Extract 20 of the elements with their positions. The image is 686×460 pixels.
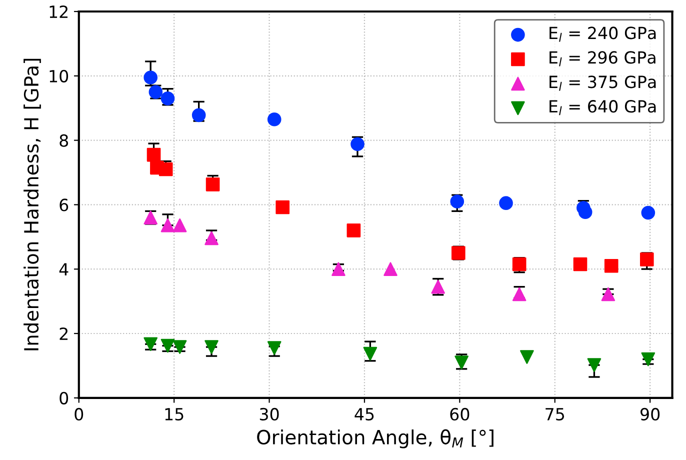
- y-tick-label: 8: [60, 134, 68, 147]
- x-tick-label: 45: [354, 408, 374, 421]
- y-tick-label: 12: [50, 5, 68, 18]
- y-tick-label: 4: [59, 263, 68, 276]
- legend-label: E$_{l}$ = 240 GPa: [550, 26, 656, 42]
- x-tick-label: 90: [640, 408, 660, 421]
- x-tick-label: 60: [450, 408, 470, 421]
- x-tick-label: 0: [74, 408, 84, 421]
- x-tick-label: 15: [165, 408, 184, 421]
- y-axis-title: Indentation Hardness, H [GPa]: [24, 58, 41, 350]
- x-tick-label: 75: [546, 408, 564, 421]
- x-tick-label: 30: [260, 408, 279, 421]
- y-tick-label: 6: [60, 198, 68, 212]
- legend-label: E$_{l}$ = 640 GPa: [550, 100, 656, 116]
- legend-label: E$_{l}$ = 375 GPa: [550, 76, 656, 91]
- y-tick-label: 0: [60, 392, 68, 404]
- y-tick-label: 10: [50, 70, 68, 82]
- legend-label: E$_{l}$ = 296 GPa: [550, 51, 656, 66]
- y-tick-label: 2: [60, 327, 68, 340]
- x-axis-title: Orientation Angle, θ$_{M}$ [°]: [257, 429, 494, 448]
